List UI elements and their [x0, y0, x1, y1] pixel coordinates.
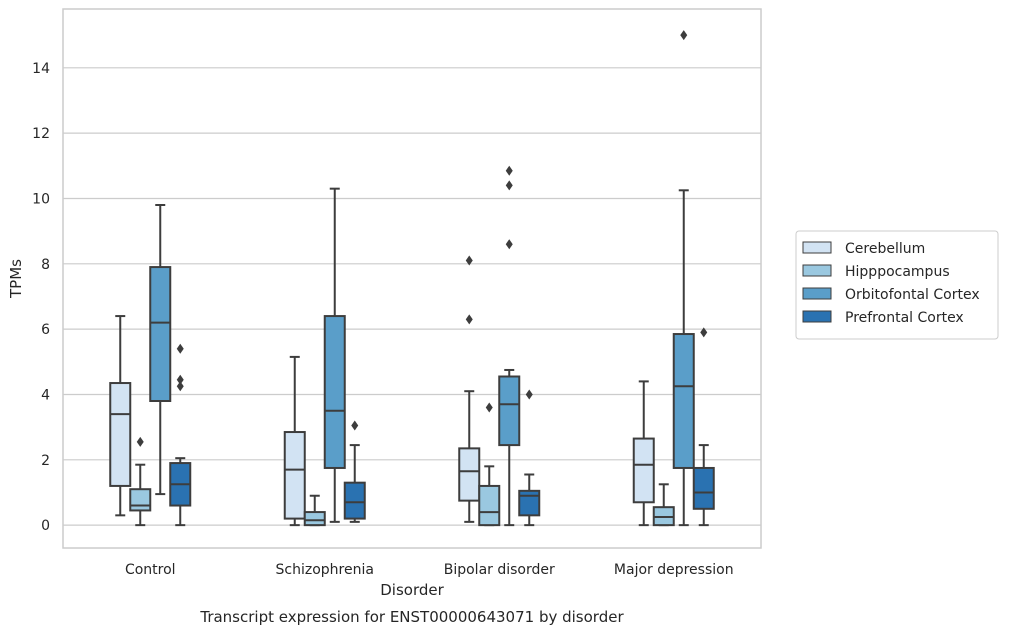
x-tick-label: Major depression: [614, 562, 734, 578]
box-hipppocampus: [303, 494, 326, 527]
box-cerebellum: [109, 315, 132, 517]
box-orbitofontal-cortex: [323, 187, 346, 523]
y-tick-label: 6: [41, 322, 50, 338]
x-axis-label: Disorder: [380, 581, 444, 599]
plot-area: [62, 8, 762, 549]
y-tick-label: 2: [41, 453, 50, 469]
box-series: [109, 30, 715, 527]
x-tick-label: Bipolar disorder: [444, 562, 555, 578]
outlier-point: [176, 343, 184, 354]
box-cerebellum: [632, 380, 655, 527]
legend-label: Prefrontal Cortex: [845, 310, 964, 326]
legend-swatch: [802, 241, 832, 254]
box-cerebellum: [283, 355, 306, 527]
box-iqr: [303, 511, 326, 527]
x-tick-label: Control: [125, 562, 176, 578]
y-axis: 0 2 4 6 8 10 12 14: [32, 61, 50, 534]
box-hipppocampus: [129, 436, 152, 527]
outlier-point: [465, 314, 473, 325]
legend-label: Orbitofontal Cortex: [845, 287, 980, 303]
box-iqr: [283, 431, 306, 520]
y-tick-label: 8: [41, 257, 50, 273]
box-iqr: [323, 315, 346, 469]
x-axis: Control Schizophrenia Bipolar disorder Majo…: [125, 562, 734, 578]
box-iqr: [632, 437, 655, 504]
box-orbitofontal-cortex: [672, 30, 695, 527]
outlier-point: [465, 255, 473, 266]
outlier-point: [136, 436, 144, 447]
legend-swatch: [802, 287, 832, 300]
y-tick-label: 12: [32, 126, 50, 142]
box-prefrontal-cortex: [518, 389, 541, 527]
box-iqr: [458, 447, 481, 502]
box-iqr: [498, 375, 521, 447]
box-iqr: [672, 333, 695, 469]
box-hipppocampus: [478, 402, 501, 527]
box-iqr: [149, 266, 172, 403]
outlier-point: [525, 389, 533, 400]
y-tick-label: 14: [32, 61, 50, 77]
box-cerebellum: [458, 255, 481, 523]
legend-swatch: [802, 264, 832, 277]
y-tick-label: 10: [32, 191, 50, 207]
legend: Cerebellum Hipppocampus Orbitofontal Corte…: [795, 230, 999, 340]
outlier-point: [505, 239, 513, 250]
outlier-point: [700, 327, 708, 338]
legend-label: Cerebellum: [845, 241, 925, 257]
box-prefrontal-cortex: [692, 327, 715, 527]
y-axis-label: TPMs: [7, 259, 25, 299]
legend-frame: [795, 230, 999, 340]
outlier-point: [505, 180, 513, 191]
outlier-point: [176, 374, 184, 385]
outlier-point: [680, 30, 688, 41]
y-tick-label: 0: [41, 518, 50, 534]
legend-label: Hipppocampus: [845, 264, 950, 280]
x-tick-label: Schizophrenia: [276, 562, 374, 578]
box-prefrontal-cortex: [343, 420, 366, 523]
box-iqr: [692, 466, 715, 510]
box-iqr: [129, 488, 152, 512]
outlier-point: [485, 402, 493, 413]
box-orbitofontal-cortex: [149, 204, 172, 496]
box-iqr: [343, 481, 366, 520]
y-tick-label: 4: [41, 387, 50, 403]
outlier-point: [505, 165, 513, 176]
box-iqr: [478, 484, 501, 527]
box-prefrontal-cortex: [169, 343, 192, 527]
box-iqr: [109, 382, 132, 487]
chart-caption: Transcript expression for ENST0000064307…: [199, 608, 624, 626]
legend-swatch: [802, 310, 832, 323]
box-orbitofontal-cortex: [498, 165, 521, 527]
box-iqr: [518, 489, 541, 517]
outlier-point: [351, 420, 359, 431]
outlier-point: [176, 381, 184, 392]
box-hipppocampus: [652, 483, 675, 527]
